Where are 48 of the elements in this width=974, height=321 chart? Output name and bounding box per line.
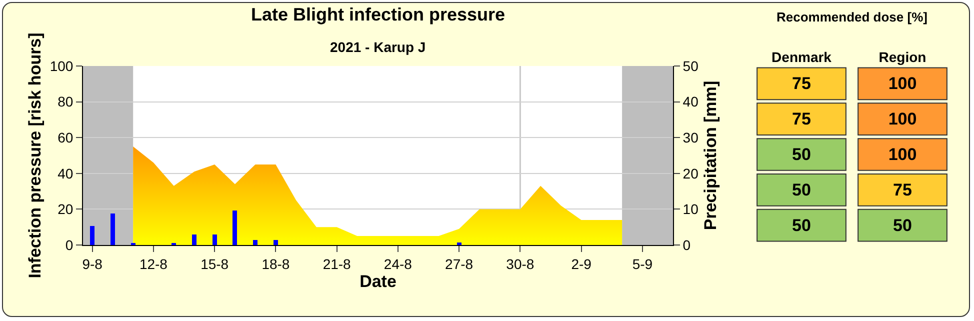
data-label: 50 [792,180,811,200]
data-label: 100 [888,110,917,129]
bar [232,210,238,245]
x-tick-label: 24-8 [384,256,412,272]
y2-tick-label: 40 [682,94,699,110]
bar [110,214,115,245]
x-tick-label: Region [878,49,926,66]
chart-subtitle: 2021 - Karup J [330,39,426,55]
bar [273,240,278,245]
x-axis-title: Date [360,272,396,292]
x-tick-label: 2-9 [571,256,592,272]
y2-tick-label: 50 [682,58,699,74]
data-label: 75 [792,74,811,94]
y-tick-label: 20 [58,201,74,218]
y2-tick-label: 20 [682,165,699,182]
x-tick-label: 30-8 [506,256,534,272]
data-label: 75 [792,110,811,129]
data-label: 50 [893,216,912,235]
data-label: 50 [792,145,811,164]
y-axis-title: Infection pressure [risk hours] [25,32,44,278]
x-tick-label: Denmark [772,49,832,66]
y2-tick-label: 30 [682,130,699,146]
y2-axis-title: Precipitation [mm] [700,80,720,230]
bar [192,234,196,245]
data-label: 100 [888,74,917,94]
x-tick-label: 18-8 [262,256,290,272]
bar [456,242,462,245]
x-tick-label: 9-8 [82,256,103,272]
bar [90,226,95,245]
y2-tick-label: 10 [682,201,699,218]
bar [253,240,258,245]
y-tick-label: 0 [65,236,74,253]
chart-title: Late Blight infection pressure [250,4,506,24]
data-label: 100 [888,145,917,164]
x-tick-label: 5-9 [632,256,653,272]
x-tick-label: 27-8 [445,256,474,272]
y2-tick-label: 0 [682,236,691,253]
x-tick-label: 15-8 [200,256,229,272]
y-tick-label: 100 [50,58,74,74]
y-tick-label: 60 [58,130,74,146]
y-tick-label: 80 [58,94,74,110]
x-tick-label: 21-8 [322,256,352,272]
chart-title: Recommended dose [%] [776,9,928,24]
y-tick-label: 40 [58,165,74,182]
data-label: 75 [893,180,912,200]
bar [212,234,217,245]
data-label: 50 [792,216,811,235]
x-tick-label: 12-8 [139,256,168,272]
